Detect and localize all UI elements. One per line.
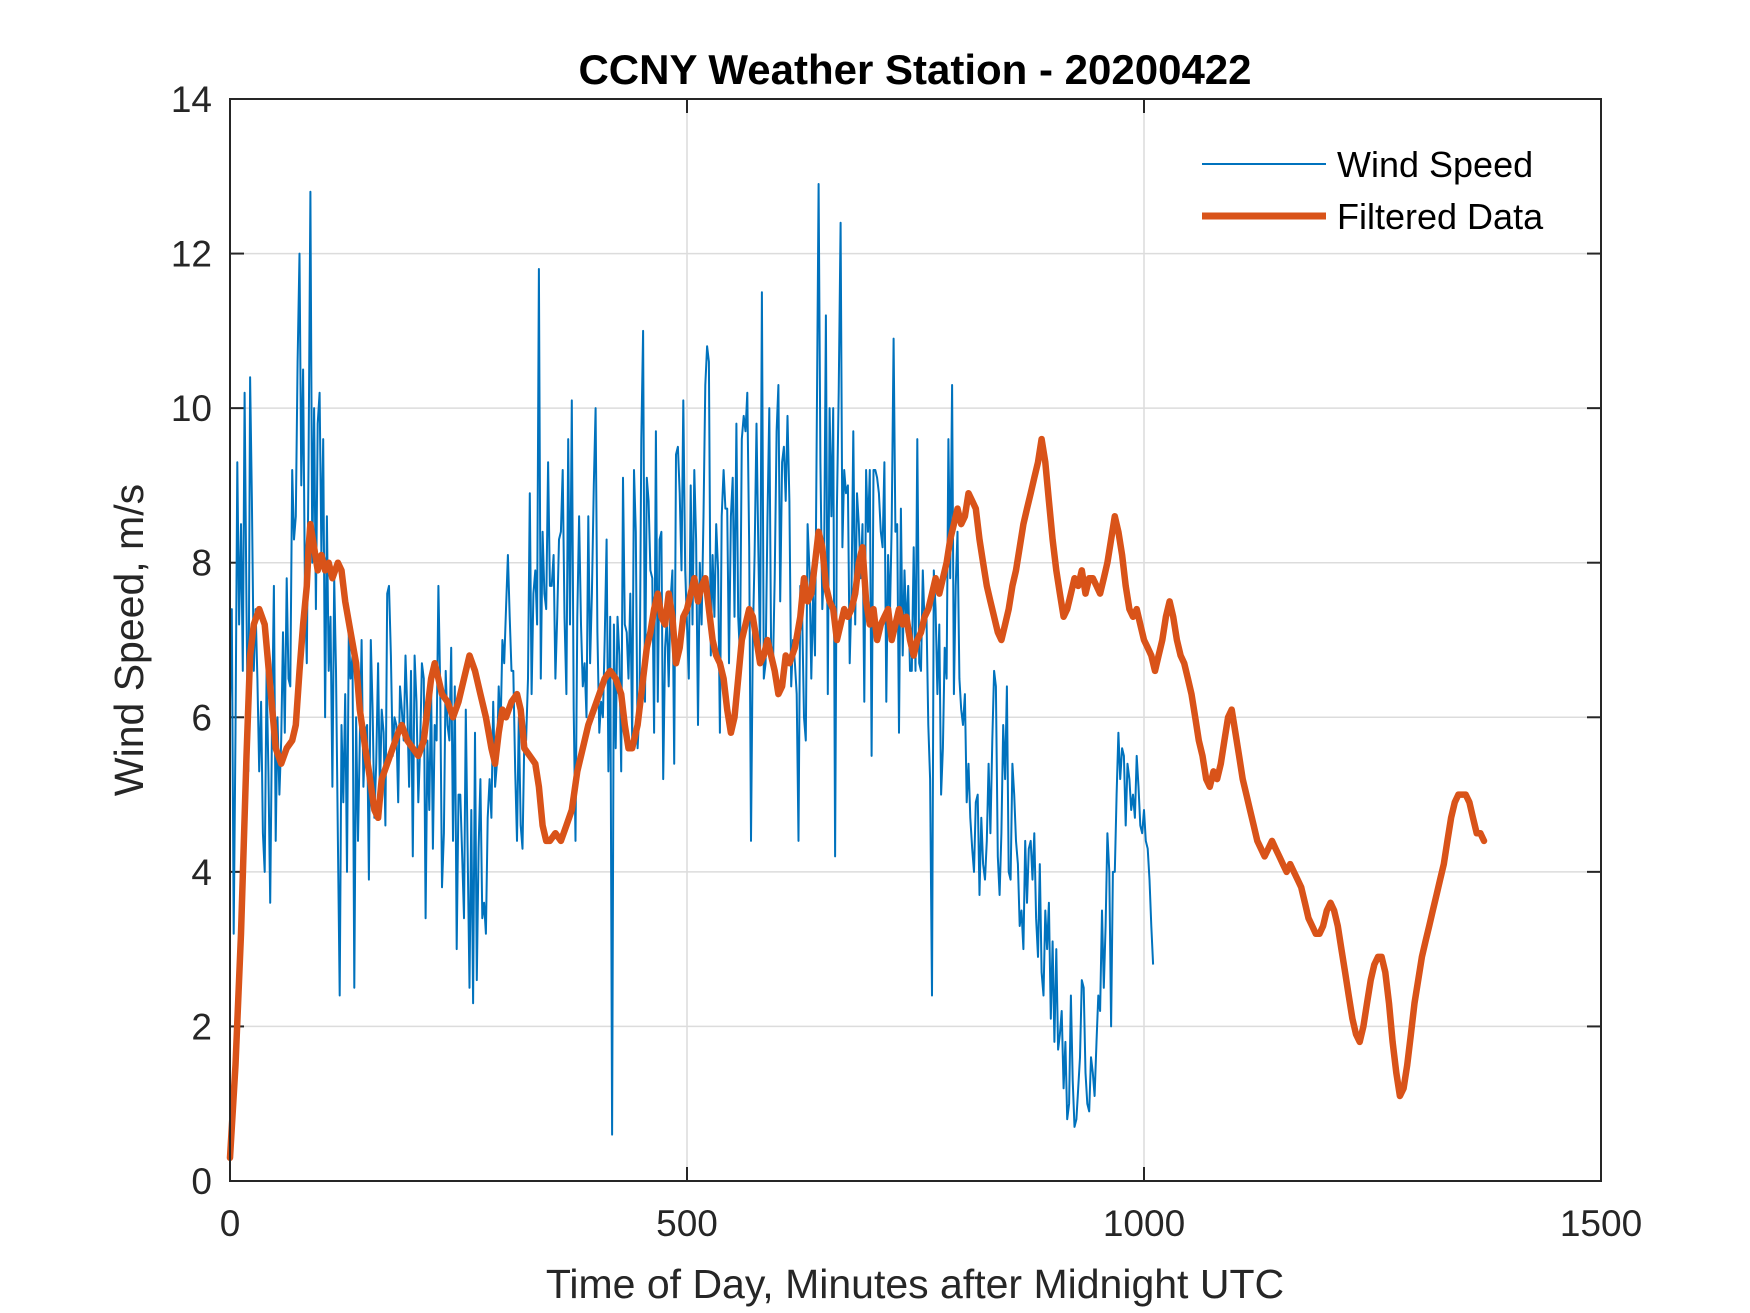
y-tick-label: 6 [191,697,212,738]
y-tick-label: 2 [191,1006,212,1047]
y-tick-label: 14 [171,79,212,120]
legend-background [1188,130,1588,242]
x-tick-label: 500 [656,1203,718,1244]
x-tick-label: 0 [220,1203,241,1244]
x-tick-label: 1500 [1560,1203,1642,1244]
legend-label-wind-speed: Wind Speed [1337,144,1533,185]
y-tick-label: 4 [191,852,212,893]
y-tick-label: 10 [171,388,212,429]
legend-label-filtered-data: Filtered Data [1337,196,1544,237]
x-tick-label: 1000 [1103,1203,1185,1244]
tick-labels: 0 500 1000 1500 0 2 4 6 8 10 12 14 [171,79,1642,1244]
chart-title: CCNY Weather Station - 20200422 [578,46,1251,93]
series-line-wind-speed [229,183,1155,1136]
grid-lines [230,99,1601,1181]
y-tick-label: 8 [191,543,212,584]
series-line-filtered-data [226,435,1488,1162]
series-layer [226,183,1488,1162]
y-axis-label: Wind Speed, m/s [106,484,152,796]
y-tick-label: 12 [171,234,212,275]
legend: Wind Speed Filtered Data [1188,130,1588,242]
x-axis-label: Time of Day, Minutes after Midnight UTC [546,1261,1284,1307]
plot-area-frame [229,98,1602,1182]
y-tick-label: 0 [191,1161,212,1202]
